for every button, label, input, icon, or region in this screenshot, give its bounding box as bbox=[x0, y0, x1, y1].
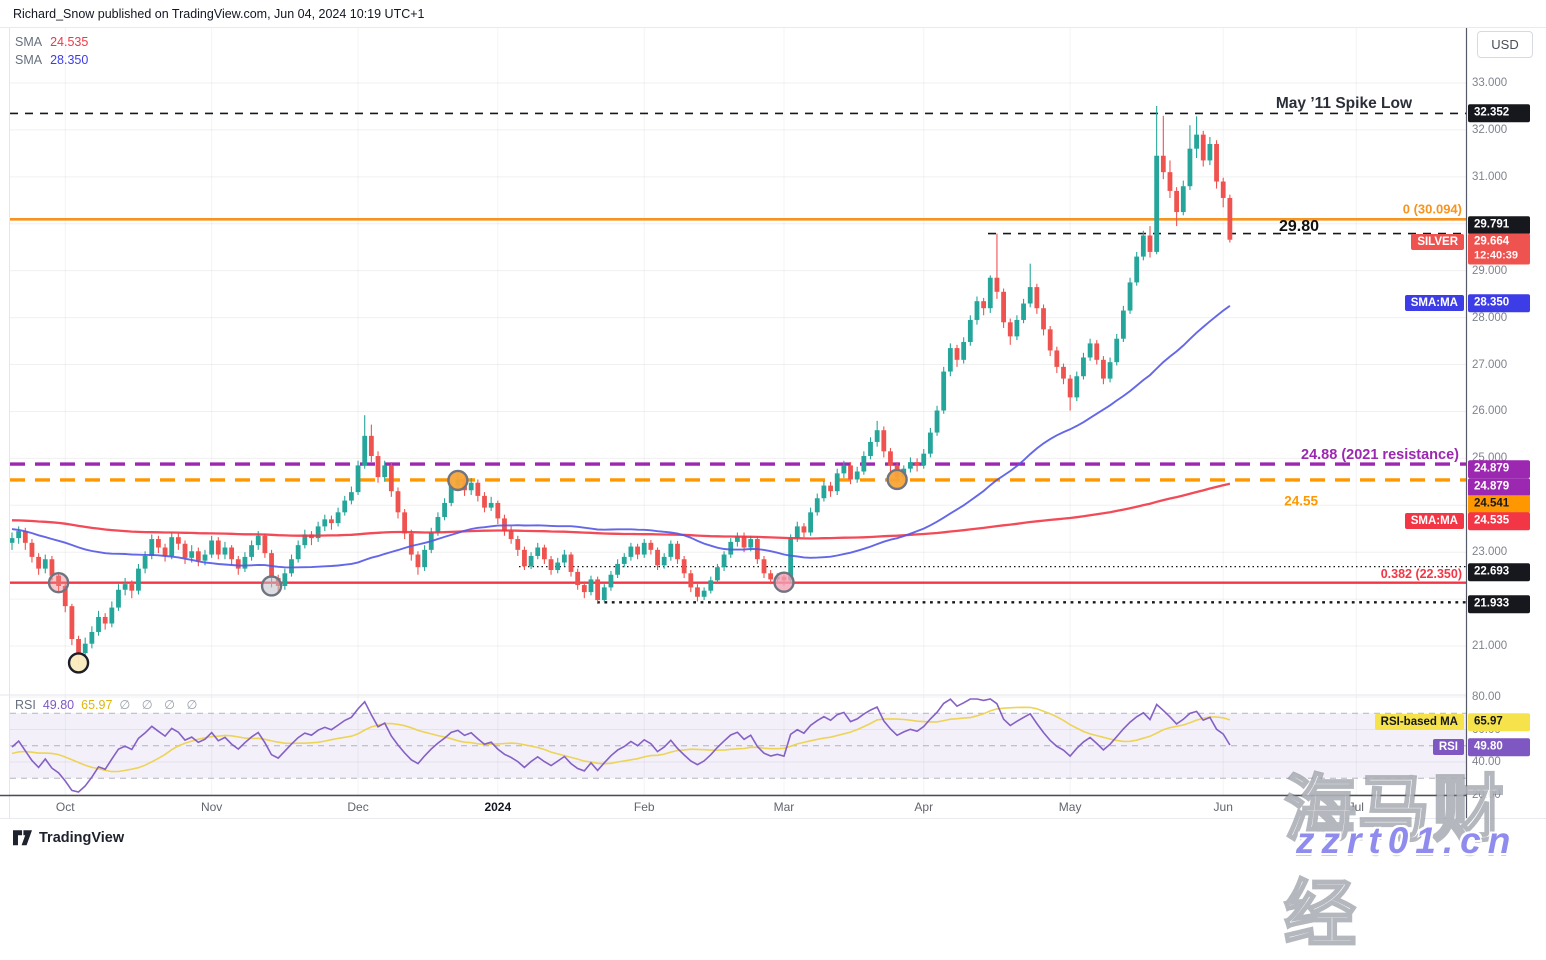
rsi-legend[interactable]: RSI 49.80 65.97 ∅ ∅ ∅ ∅ bbox=[15, 697, 208, 712]
time-axis-label: Feb bbox=[633, 800, 655, 814]
price-label-chip: 22.693 bbox=[1468, 563, 1530, 581]
chart-annotation: 29.80 bbox=[1278, 218, 1319, 235]
time-axis-label: Apr bbox=[914, 800, 934, 814]
chart-annotation: 0.382 (22.350) bbox=[1380, 567, 1462, 581]
price-label-chip: 32.352 bbox=[1468, 104, 1530, 122]
price-label-side-chip: SMA:MA bbox=[1404, 295, 1464, 311]
sma-fast-label: SMA bbox=[15, 52, 43, 67]
price-label-chip: 29.664 12:40:39 bbox=[1468, 233, 1530, 265]
price-label-chip: 24.879 bbox=[1468, 460, 1530, 478]
rsi-empty-slots: ∅ ∅ ∅ ∅ bbox=[119, 698, 202, 712]
sma-slow-legend-row[interactable]: SMA 24.535 bbox=[15, 34, 88, 52]
price-label-chip: 29.791 bbox=[1468, 216, 1530, 234]
price-label-chip: 65.97 bbox=[1468, 713, 1530, 731]
rsi-axis-tick: 20.00 bbox=[1472, 788, 1501, 801]
publish-info: published on TradingView.com, Jun 04, 20… bbox=[94, 7, 425, 21]
chart-annotation: May ’11 Spike Low bbox=[1275, 95, 1412, 112]
time-axis-label: 2024 bbox=[484, 800, 512, 814]
price-axis-tick: 31.000 bbox=[1472, 170, 1508, 183]
time-axis-label: May bbox=[1058, 800, 1082, 814]
tradingview-logo-icon bbox=[13, 830, 32, 846]
price-label-side-chip: RSI-based MA bbox=[1374, 714, 1464, 730]
author-link[interactable]: Richard_Snow bbox=[13, 7, 95, 21]
chart-annotation: 24.88 (2021 resistance) bbox=[1301, 447, 1459, 463]
price-label-chip: 24.535 bbox=[1468, 512, 1530, 530]
publish-header: Richard_Snow published on TradingView.co… bbox=[13, 7, 425, 21]
time-axis-label: Dec bbox=[347, 800, 369, 814]
price-label-side-chip: SMA:MA bbox=[1404, 513, 1464, 529]
price-label-chip: 21.933 bbox=[1468, 595, 1530, 613]
sma-slow-label: SMA bbox=[15, 35, 43, 49]
watermark-site-url: zzrt01.cn bbox=[1296, 820, 1518, 861]
tradingview-logo-text: TradingView bbox=[39, 830, 125, 846]
price-axis-tick: 26.000 bbox=[1472, 405, 1508, 418]
time-axis-label: Mar bbox=[773, 800, 795, 814]
price-axis-tick: 23.000 bbox=[1472, 546, 1508, 559]
sma-fast-legend-row[interactable]: SMA 28.350 bbox=[15, 52, 88, 70]
price-label-chip: 49.80 bbox=[1468, 738, 1530, 756]
time-axis-label: Jul bbox=[1348, 800, 1364, 814]
tradingview-logo[interactable]: TradingView bbox=[13, 830, 124, 846]
chart-canvas[interactable] bbox=[0, 0, 1546, 857]
sma-fast-value: 28.350 bbox=[50, 52, 89, 67]
price-label-chip: 24.879 bbox=[1468, 478, 1530, 496]
time-axis-label: Oct bbox=[55, 800, 75, 814]
price-axis-tick: 21.000 bbox=[1472, 640, 1508, 653]
countdown-timer: 12:40:39 bbox=[1474, 249, 1519, 261]
price-label-side-chip: RSI bbox=[1432, 739, 1464, 755]
price-axis-tick: 33.000 bbox=[1472, 77, 1508, 89]
price-label-side-chip: SILVER bbox=[1411, 234, 1464, 250]
rsi-value: 49.80 bbox=[42, 698, 75, 712]
price-label-chip: 24.541 bbox=[1468, 495, 1530, 513]
rsi-label: RSI bbox=[15, 698, 36, 712]
price-label-chip: 28.350 bbox=[1468, 294, 1530, 312]
chart-annotation: 24.55 bbox=[1284, 493, 1318, 509]
sma-slow-value: 24.535 bbox=[50, 35, 89, 49]
rsi-axis-tick: 80.00 bbox=[1472, 691, 1501, 703]
chart-annotation: 0 (30.094) bbox=[1402, 201, 1462, 217]
currency-usd-button[interactable]: USD bbox=[1477, 31, 1533, 58]
price-axis-tick: 27.000 bbox=[1472, 358, 1508, 371]
time-axis-label: Nov bbox=[200, 800, 223, 814]
price-axis-tick: 28.000 bbox=[1472, 311, 1508, 324]
price-axis-tick: 32.000 bbox=[1472, 123, 1508, 136]
rsi-axis-tick: 40.00 bbox=[1472, 756, 1501, 768]
time-axis-label: Jun bbox=[1213, 800, 1233, 814]
rsi-ma-value: 65.97 bbox=[81, 698, 113, 712]
indicator-legend: SMA 24.535 SMA 28.350 bbox=[15, 34, 88, 69]
price-axis-tick: 29.000 bbox=[1472, 264, 1508, 277]
